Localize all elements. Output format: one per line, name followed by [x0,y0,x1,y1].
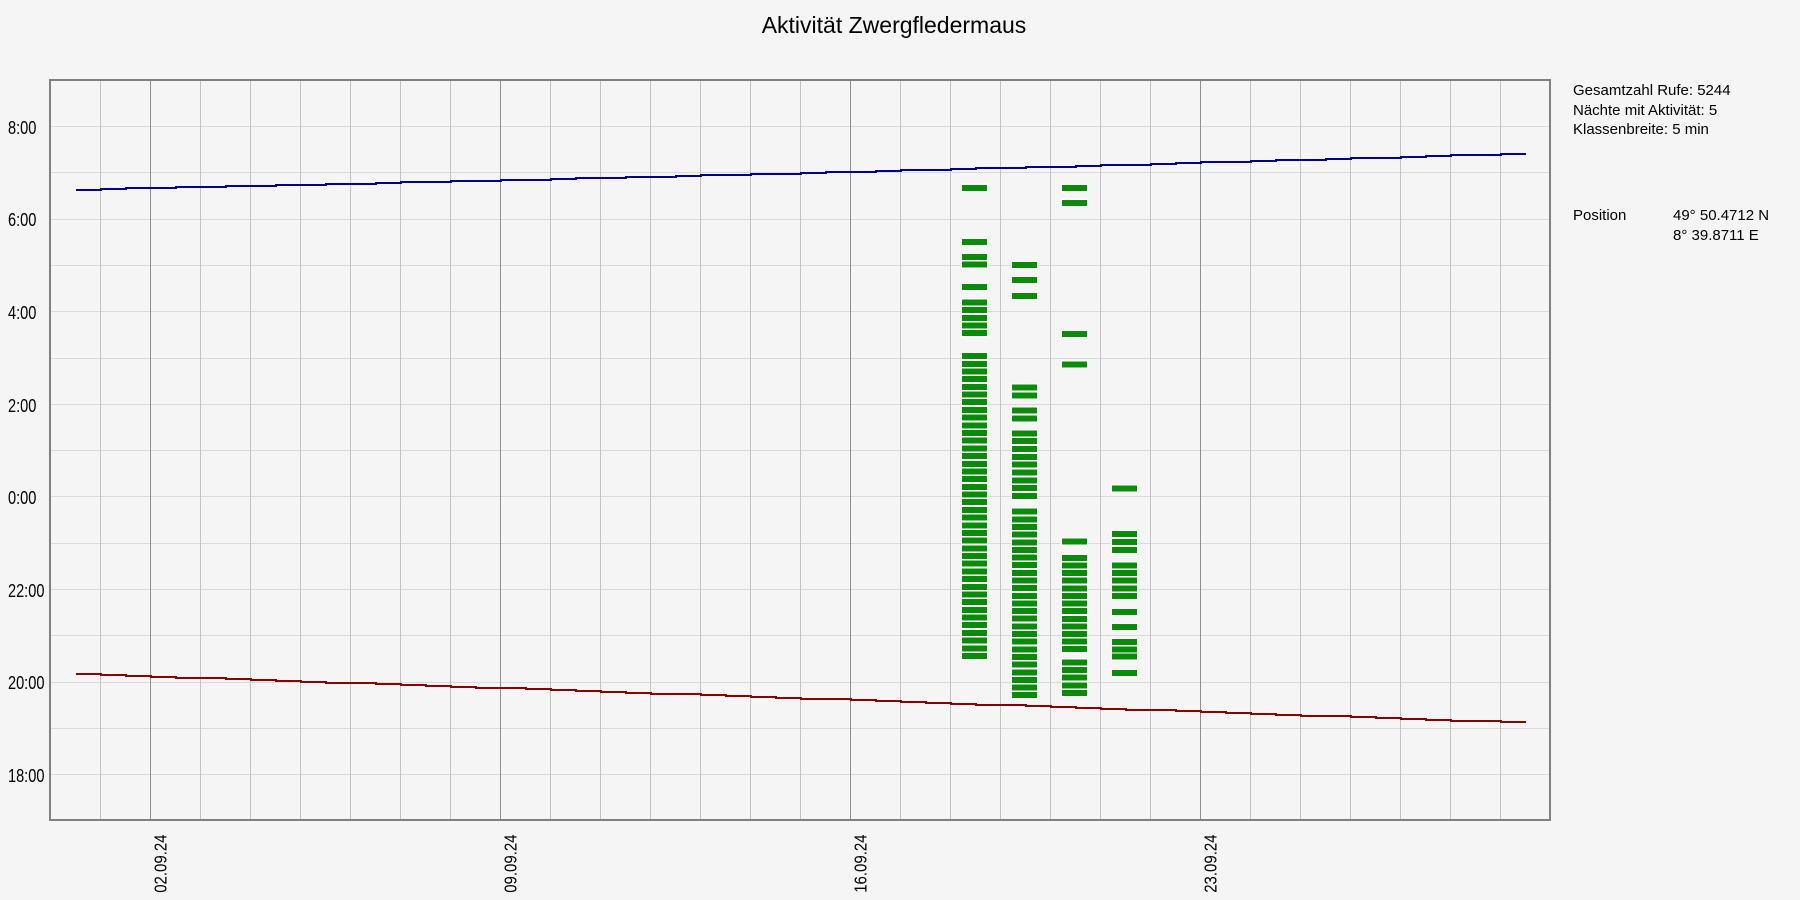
svg-text:23.09.24: 23.09.24 [1200,834,1221,892]
svg-text:09.09.24: 09.09.24 [500,834,521,892]
svg-text:16.09.24: 16.09.24 [850,834,871,892]
svg-text:02.09.24: 02.09.24 [150,834,171,892]
